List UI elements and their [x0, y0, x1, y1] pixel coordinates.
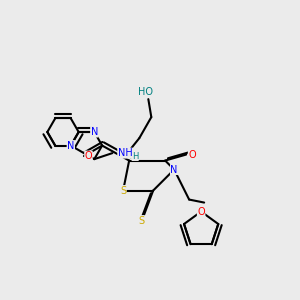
Text: O: O [188, 150, 196, 160]
Text: H: H [132, 152, 138, 160]
Text: N: N [91, 127, 98, 137]
Text: NH: NH [118, 148, 133, 158]
Text: S: S [138, 216, 144, 226]
Text: HO: HO [138, 87, 153, 97]
Text: O: O [85, 151, 92, 161]
Text: S: S [120, 186, 126, 196]
Text: N: N [67, 141, 74, 151]
Text: O: O [197, 207, 205, 217]
Text: N: N [170, 165, 178, 175]
